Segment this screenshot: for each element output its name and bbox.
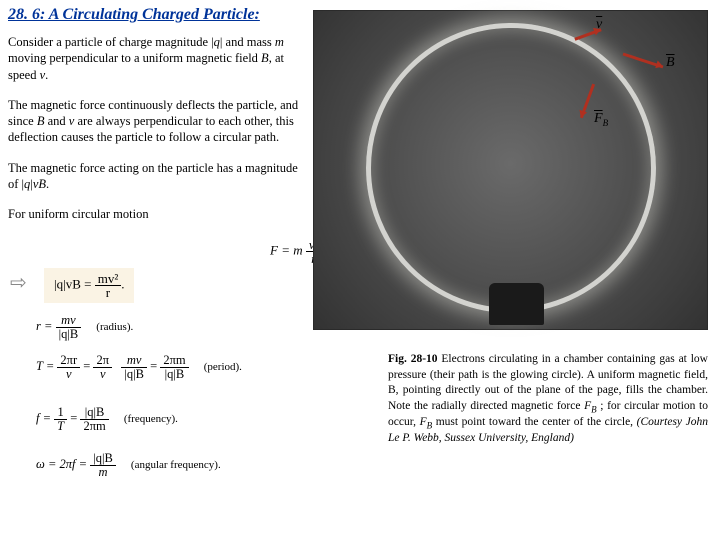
numerator: mv² xyxy=(95,272,122,286)
numerator: 2πm xyxy=(160,354,188,368)
electron-gun xyxy=(489,283,544,325)
denominator: 2πm xyxy=(80,420,108,433)
paragraph-1: Consider a particle of charge magnitude … xyxy=(8,34,308,83)
numerator: mv xyxy=(56,314,82,328)
equals: = xyxy=(70,411,80,425)
paragraph-4: For uniform circular motion xyxy=(8,206,308,222)
eq-lhs: ω = 2πf = xyxy=(36,457,90,471)
numerator: 2πr xyxy=(57,354,80,368)
denominator: |q|B xyxy=(56,328,82,341)
denominator: v xyxy=(57,368,80,381)
fraction: mv|q|B xyxy=(121,354,147,380)
label: F xyxy=(594,111,603,126)
figure-caption: Fig. 28-10 Electrons circulating in a ch… xyxy=(388,352,708,447)
paragraph-2: The magnetic force continuously deflects… xyxy=(8,97,308,146)
text: For uniform circular motion xyxy=(8,207,149,221)
text: and xyxy=(44,114,68,128)
var-b: B xyxy=(261,51,269,65)
caption-label: Fig. 28-10 xyxy=(388,353,441,365)
highlighted-equation: |q|vB = mv²r. xyxy=(44,268,134,303)
text: . xyxy=(45,68,48,82)
eq-lhs: |q|vB = xyxy=(54,276,95,291)
text: . xyxy=(46,177,49,191)
numerator: |q|B xyxy=(90,452,116,466)
eq-lhs: T = xyxy=(36,359,57,373)
vector-b-label: B xyxy=(666,55,675,71)
denominator: T xyxy=(54,420,67,433)
eq-lhs: F = m xyxy=(270,242,303,257)
equation-angular-freq: ω = 2πf = |q|Bm (angular frequency). xyxy=(36,452,376,478)
text: The magnetic force acting on the particl… xyxy=(8,161,298,191)
electron-path-ring xyxy=(366,23,656,313)
eq-lhs: r = xyxy=(36,319,56,333)
denominator: v xyxy=(93,368,112,381)
fraction: 2πm|q|B xyxy=(160,354,188,380)
label: B xyxy=(666,55,675,70)
fraction: mv²r xyxy=(95,272,122,299)
eq-label: (angular frequency). xyxy=(131,459,221,471)
text: moving perpendicular to a uniform magnet… xyxy=(8,51,261,65)
numerator: mv xyxy=(121,354,147,368)
paragraph-3: The magnetic force acting on the particl… xyxy=(8,160,308,193)
fraction: 1T xyxy=(54,406,67,432)
eq-label: (radius). xyxy=(96,321,133,333)
fraction: mv|q|B xyxy=(56,314,82,340)
denominator: |q|B xyxy=(121,368,147,381)
equals: = xyxy=(150,359,160,373)
fraction: 2πrv xyxy=(57,354,80,380)
subscript: B xyxy=(603,118,609,128)
numerator: 1 xyxy=(54,406,67,420)
eq-label: (frequency). xyxy=(124,413,178,425)
var-m: m xyxy=(275,35,284,49)
derivation-arrow-icon: ⇨ xyxy=(10,270,27,295)
equation-period: T = 2πrv = 2πv mv|q|B = 2πm|q|B (period)… xyxy=(36,354,376,380)
var-b: B xyxy=(38,177,46,191)
eq-label: (period). xyxy=(204,361,242,373)
eq-lhs: f = xyxy=(36,411,54,425)
fraction: |q|B2πm xyxy=(80,406,108,432)
denominator: r xyxy=(95,286,122,299)
text: | and mass xyxy=(220,35,275,49)
vector-fb-label: FB xyxy=(594,111,608,128)
figure-chamber: v B FB xyxy=(313,10,708,340)
vector-v-label: v xyxy=(596,17,602,33)
denominator: |q|B xyxy=(160,368,188,381)
fraction: 2πv xyxy=(93,354,112,380)
numerator: 2π xyxy=(93,354,112,368)
equals: = xyxy=(83,359,93,373)
text: . xyxy=(121,276,124,291)
vector-b-arrow xyxy=(623,53,664,69)
fraction: |q|Bm xyxy=(90,452,116,478)
label: v xyxy=(596,17,602,32)
equation-frequency: f = 1T = |q|B2πm (frequency). xyxy=(36,406,376,432)
text: Consider a particle of charge magnitude … xyxy=(8,35,214,49)
body-text-column: Consider a particle of charge magnitude … xyxy=(8,34,308,236)
var-f: F xyxy=(420,416,427,428)
denominator: m xyxy=(90,466,116,479)
chamber-photo: v B FB xyxy=(313,10,708,330)
caption-text: must point toward the center of the circ… xyxy=(432,416,637,428)
numerator: |q|B xyxy=(80,406,108,420)
